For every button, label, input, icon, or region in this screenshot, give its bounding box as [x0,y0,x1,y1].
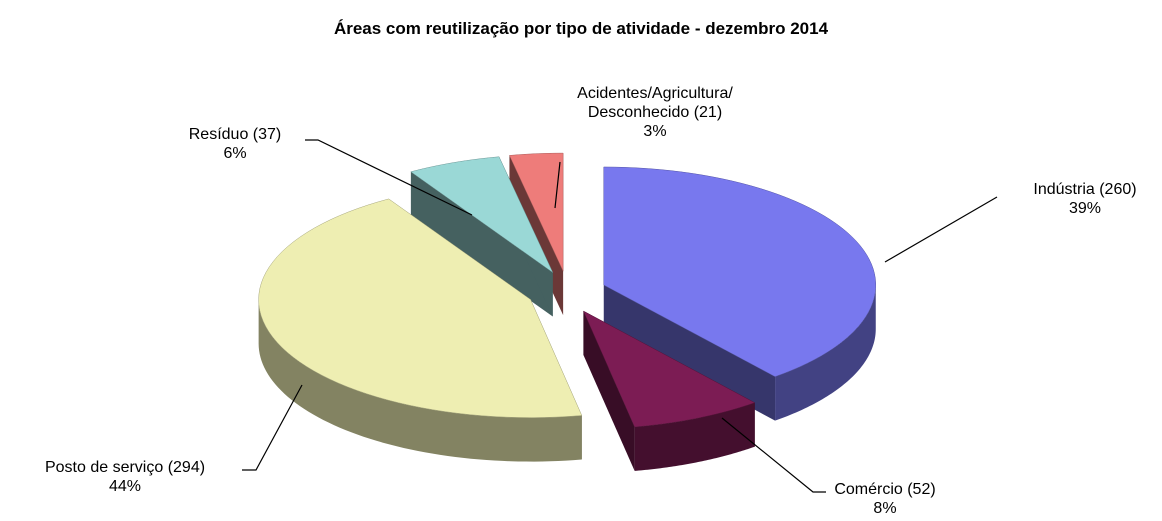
leader-line [554,161,561,209]
slice [582,310,756,471]
slice-side [258,299,582,462]
percent-label: 39% [1068,200,1102,217]
percent-label: 44% [108,478,142,495]
leader-line [884,196,998,263]
slice [258,198,583,462]
slice [509,152,564,272]
slice [258,198,583,418]
slice [603,166,876,377]
data-label: Indústria (260) 39% [1033,180,1136,218]
slice-cut-face [410,171,553,317]
data-label-text: Indústria (260) [1033,181,1137,198]
leader-line [242,384,303,471]
slice-cut-face [583,311,635,471]
slice-cut-face [603,284,776,421]
slice-side [775,284,876,421]
data-label-text: Posto de serviço (294) [44,459,206,476]
leader-line [305,139,473,216]
data-label: Posto de serviço (294) 44% [45,458,205,496]
data-label: Resíduo (37) 6% [189,125,282,163]
slice [603,166,876,421]
percent-label: 6% [223,145,247,162]
percent-label: 3% [643,123,667,140]
chart-title: Áreas com reutilização por tipo de ativi… [333,19,829,38]
slice [410,156,554,274]
leader-line [721,417,826,493]
percent-label: 8% [873,500,897,517]
data-label-text: Resíduo (37) [188,126,282,143]
data-label-text: Acidentes/Agricultura/ Desconhecido (21) [577,85,733,121]
slice [410,156,554,317]
data-label: Comércio (52) 8% [834,480,935,518]
data-label-text: Comércio (52) [834,481,936,498]
slice [582,310,756,428]
data-label: Acidentes/Agricultura/ Desconhecido (21)… [577,84,733,141]
